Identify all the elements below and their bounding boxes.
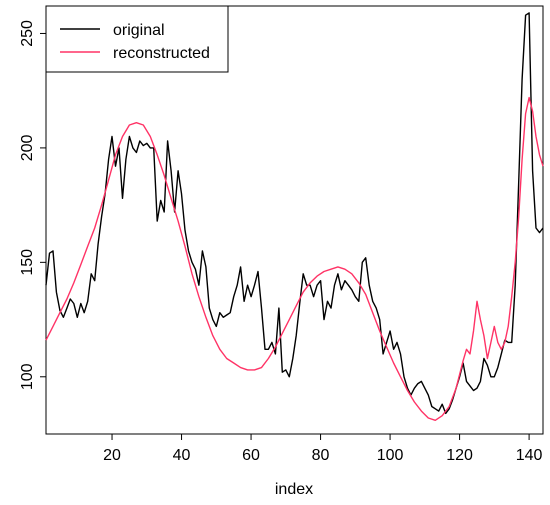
x-tick-label: 80 (312, 447, 330, 464)
y-tick-label: 150 (19, 249, 36, 276)
legend: original reconstructed (45, 5, 229, 73)
x-tick-label: 40 (173, 447, 191, 464)
legend-box (45, 5, 229, 73)
y-axis: 100 150 200 250 (19, 20, 46, 390)
x-tick-label: 140 (516, 447, 543, 464)
x-tick-label: 120 (446, 447, 473, 464)
x-axis-title: index (275, 481, 313, 498)
series-line-original (45, 12, 544, 415)
legend-label-reconstructed: reconstructed (113, 45, 210, 62)
x-tick-label: 100 (377, 447, 404, 464)
x-tick-label: 60 (242, 447, 260, 464)
x-tick-label: 20 (103, 447, 121, 464)
y-tick-label: 250 (19, 20, 36, 47)
plot-frame (45, 5, 544, 435)
y-tick-label: 100 (19, 363, 36, 390)
y-tick-label: 200 (19, 134, 36, 161)
x-axis: 20 40 60 80 100 120 140 (103, 434, 543, 464)
legend-label-original: original (113, 22, 165, 39)
series-line-reconstructed (45, 96, 544, 421)
series-layer (45, 12, 544, 421)
